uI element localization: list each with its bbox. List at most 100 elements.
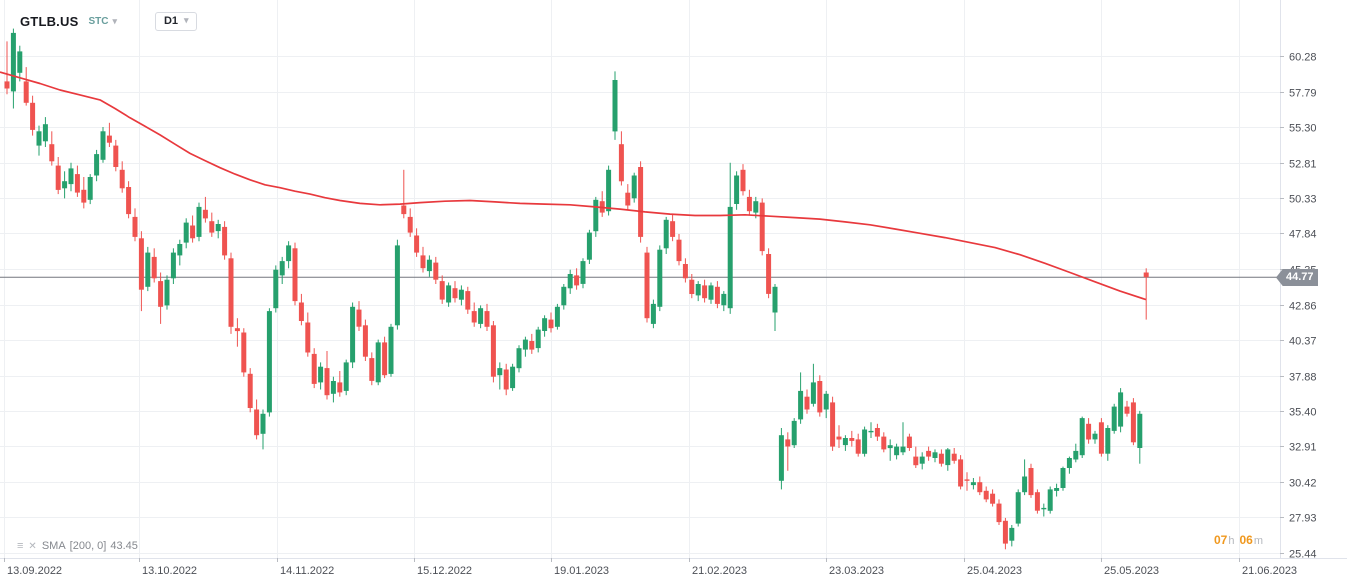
date-axis[interactable]: 13.09.2022 13.10.2022 14.11.2022 15.12.2022… <box>4 558 1298 577</box>
candle-body <box>810 382 816 404</box>
candle-body <box>977 482 983 493</box>
candle-body <box>23 81 29 103</box>
candle-body <box>30 102 36 130</box>
candle-body <box>855 439 861 454</box>
candle-body <box>900 446 906 453</box>
candle-body <box>836 436 842 440</box>
candle-body <box>202 209 208 219</box>
date-axis-label: 15.12.2022 <box>417 565 472 577</box>
candle-body <box>862 429 868 454</box>
candle-body <box>55 165 61 190</box>
candle-body <box>631 175 637 199</box>
candle-body <box>241 332 247 373</box>
price-axis-label: 32.91 <box>1289 442 1317 454</box>
symbol-label: GTLB.US <box>20 13 79 29</box>
candle-body <box>497 368 503 376</box>
candle-body <box>625 192 631 206</box>
candle-body <box>791 420 797 446</box>
price-axis-label: 50.33 <box>1289 194 1317 206</box>
candle-body <box>657 249 663 307</box>
candle-body <box>209 221 215 233</box>
candle-body <box>1073 450 1079 460</box>
price-axis[interactable]: 60.2857.7955.3052.8150.3347.8445.3542.86… <box>1280 52 1317 561</box>
candle-body <box>484 311 490 327</box>
candle-body <box>1130 402 1136 443</box>
candle-body <box>983 490 989 500</box>
exchange-dropdown[interactable]: STC ▾ <box>88 16 117 27</box>
candle-body <box>670 221 676 237</box>
candle-body <box>1124 406 1130 414</box>
candle-body <box>74 174 80 193</box>
candle-body <box>1066 458 1072 468</box>
candle-body <box>1118 392 1124 427</box>
candle-body <box>401 205 407 215</box>
candle-body <box>196 206 202 237</box>
candle-body <box>126 187 132 215</box>
candle-body <box>970 482 976 486</box>
price-axis-label: 42.86 <box>1289 301 1317 313</box>
candle-body <box>36 131 42 146</box>
candle-body <box>958 459 964 487</box>
candle-body <box>606 169 612 212</box>
candle-close-countdown: 07h 06m <box>1214 533 1268 547</box>
candle-body <box>177 244 183 256</box>
candle-body <box>804 396 810 410</box>
candle-body <box>1015 492 1021 524</box>
timeframe-dropdown[interactable]: D1 ▾ <box>154 11 197 31</box>
candle-body <box>426 259 432 272</box>
candle-body <box>490 325 496 377</box>
candle-body <box>964 479 970 481</box>
candle-body <box>350 306 356 363</box>
candle-body <box>561 286 567 306</box>
indicator-settings-icon[interactable]: ≡ <box>17 540 24 552</box>
candle-body <box>260 413 266 434</box>
candle-body <box>1086 423 1092 440</box>
candle-body <box>785 439 791 447</box>
candle-body <box>887 445 893 449</box>
candle-body <box>446 285 452 303</box>
price-axis-label: 30.42 <box>1289 478 1317 490</box>
price-axis-label: 35.40 <box>1289 407 1317 419</box>
candle-body <box>1002 520 1008 544</box>
candle-body <box>990 493 996 504</box>
candle-body <box>548 319 554 329</box>
candle-body <box>542 318 548 331</box>
indicator-remove-icon[interactable]: ✕ <box>28 540 37 552</box>
candle-body <box>10 32 16 92</box>
candle-body <box>676 239 682 262</box>
candle-body <box>759 202 765 252</box>
price-axis-label: 52.81 <box>1289 159 1317 171</box>
candle-body <box>1079 418 1085 456</box>
candle-body <box>273 269 279 309</box>
candle-body <box>830 402 836 447</box>
candle-body <box>906 436 912 448</box>
candle-body <box>433 262 439 280</box>
price-axis-label: 55.30 <box>1289 123 1317 135</box>
candle-body <box>874 428 880 437</box>
candle-body <box>644 252 650 319</box>
candle-body <box>183 222 189 243</box>
candle-body <box>1022 476 1028 493</box>
candle-body <box>62 181 68 189</box>
candle-body <box>1105 428 1111 454</box>
candle-body <box>650 303 656 324</box>
candle-body <box>1041 507 1047 510</box>
candle-body <box>254 409 260 436</box>
candle-body <box>1060 468 1066 488</box>
candle-body <box>465 291 471 310</box>
candle-body <box>823 393 829 410</box>
candle-body <box>702 285 708 299</box>
candle-body <box>708 285 714 300</box>
candlestick-series <box>4 28 1149 550</box>
candle-body <box>458 289 464 300</box>
candle-body <box>689 279 695 294</box>
candle-body <box>638 167 644 237</box>
candle-body <box>215 224 221 232</box>
chevron-down-icon: ▾ <box>184 15 189 25</box>
candle-body <box>817 381 823 413</box>
candle-body <box>439 281 445 300</box>
candle-body <box>1098 422 1104 454</box>
date-axis-label: 19.01.2023 <box>554 565 609 577</box>
